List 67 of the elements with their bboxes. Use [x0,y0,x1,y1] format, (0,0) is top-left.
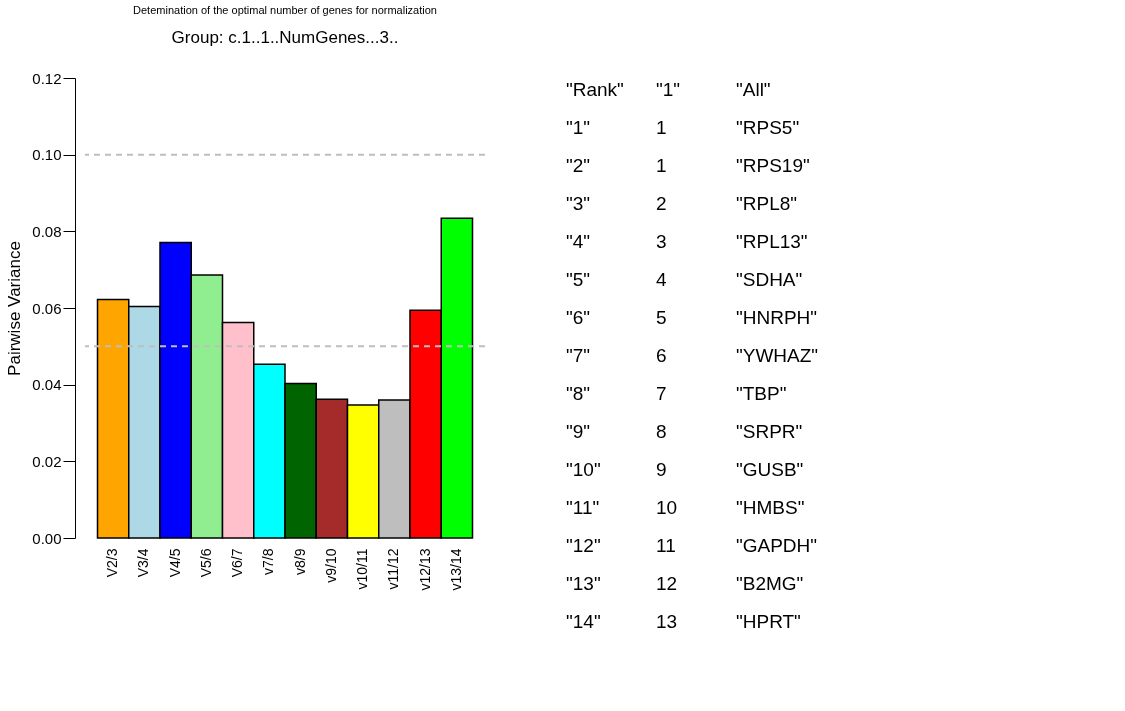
text: "13" [566,573,601,594]
text: 6 [656,345,667,366]
text: "GAPDH" [736,535,818,556]
y-tick-label: 0.08 [32,222,62,240]
text: "All" [736,79,771,100]
chart-subtitle: Group: c.1..1..NumGenes...3.. [171,28,399,47]
text: "HNRPH" [736,307,818,328]
text: "SDHA" [736,269,803,290]
x-tick-label: V6/7 [229,548,246,578]
x-tick-label: V2/3 [104,548,121,578]
text: 4 [656,269,667,290]
text: 10 [656,497,678,518]
text: "RPL8" [736,193,798,214]
y-tick-label: 0.12 [32,69,62,87]
text: "1" [566,117,591,138]
y-tick-label: 0.00 [32,529,62,547]
x-tick-label: v7/8 [260,548,277,575]
text: 5 [656,307,667,328]
text: "3" [566,193,591,214]
text: "RPS5" [736,117,800,138]
text: 11 [656,535,676,556]
text: 8 [656,421,667,442]
text: "RPS19" [736,155,810,176]
x-tick-label: v9/10 [322,548,339,583]
text: "6" [566,307,591,328]
text: "14" [566,611,601,632]
y-tick-label: 0.04 [32,376,62,394]
x-tick-label: v10/11 [354,548,371,590]
x-tick-label: V5/6 [197,548,214,578]
text: 13 [656,611,678,632]
text: "10" [566,459,601,480]
text: 2 [656,193,667,214]
x-tick-label: v8/9 [291,548,308,575]
text: 3 [656,231,667,252]
text: "11" [566,497,600,518]
text: "1" [656,79,681,100]
text: "SRPR" [736,421,803,442]
text: 1 [656,117,667,138]
chart-title: Detemination of the optimal number of genes for normalization [133,4,437,16]
text: 1 [656,155,667,176]
text: "GUSB" [736,459,804,480]
text: "2" [566,155,591,176]
x-tick-label: v13/14 [447,548,464,591]
x-tick-label: V4/5 [166,548,183,578]
y-tick-label: 0.10 [32,146,62,164]
x-tick-label: v12/13 [416,548,433,591]
text: "HPRT" [736,611,801,632]
text: "7" [566,345,591,366]
x-tick-label: v11/12 [385,548,402,590]
x-tick-label: V3/4 [135,548,152,578]
text: "Rank" [566,79,624,100]
text: "TBP" [736,383,787,404]
text: "9" [566,421,591,442]
text: 7 [656,383,667,404]
text: "B2MG" [736,573,804,594]
y-tick-label: 0.06 [32,299,62,317]
text: "RPL13" [736,231,808,252]
text: "4" [566,231,591,252]
text: "YWHAZ" [736,345,819,366]
text: "5" [566,269,591,290]
text: 9 [656,459,667,480]
y-tick-label: 0.02 [32,452,62,470]
text: "12" [566,535,601,556]
y-axis-title: Pairwise Variance [5,241,25,376]
text: "8" [566,383,591,404]
text: 12 [656,573,678,594]
text: "HMBS" [736,497,805,518]
